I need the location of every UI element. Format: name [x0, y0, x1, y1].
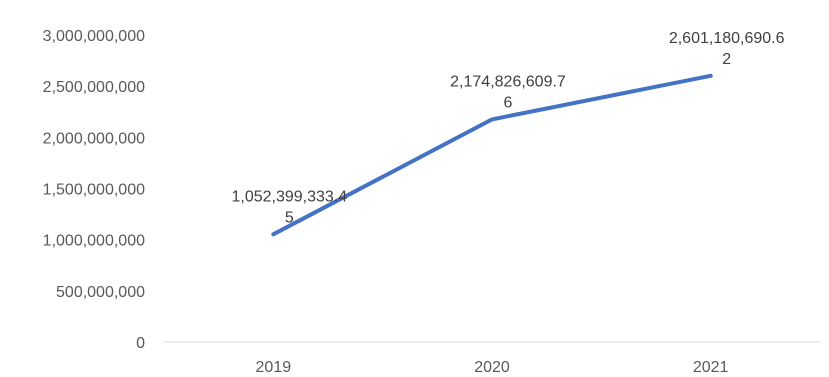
data-labels: 1,052,399,333.4 5 2,174,826,609.7 6 2,601,18…: [231, 30, 784, 226]
y-axis-ticks: 0 500,000,000 1,000,000,000 1,500,000,000 2,…: [43, 28, 145, 352]
x-tick-label: 2020: [474, 359, 510, 376]
x-tick-label: 2021: [693, 359, 729, 376]
data-label: 2,601,180,690.6 2: [669, 30, 785, 68]
x-axis-ticks: 2019 2020 2021: [256, 359, 729, 376]
data-label: 2,174,826,609.7 6: [450, 73, 566, 111]
series-line: [271, 73, 713, 237]
y-tick-label: 1,000,000,000: [43, 233, 145, 250]
y-tick-label: 2,500,000,000: [43, 79, 145, 96]
y-tick-label: 2,000,000,000: [43, 130, 145, 147]
y-tick-label: 500,000,000: [56, 284, 145, 301]
y-tick-label: 0: [136, 335, 145, 352]
y-tick-label: 1,500,000,000: [43, 182, 145, 199]
x-tick-label: 2019: [256, 359, 292, 376]
data-label: 1,052,399,333.4 5: [231, 188, 347, 226]
y-tick-label: 3,000,000,000: [43, 28, 145, 45]
